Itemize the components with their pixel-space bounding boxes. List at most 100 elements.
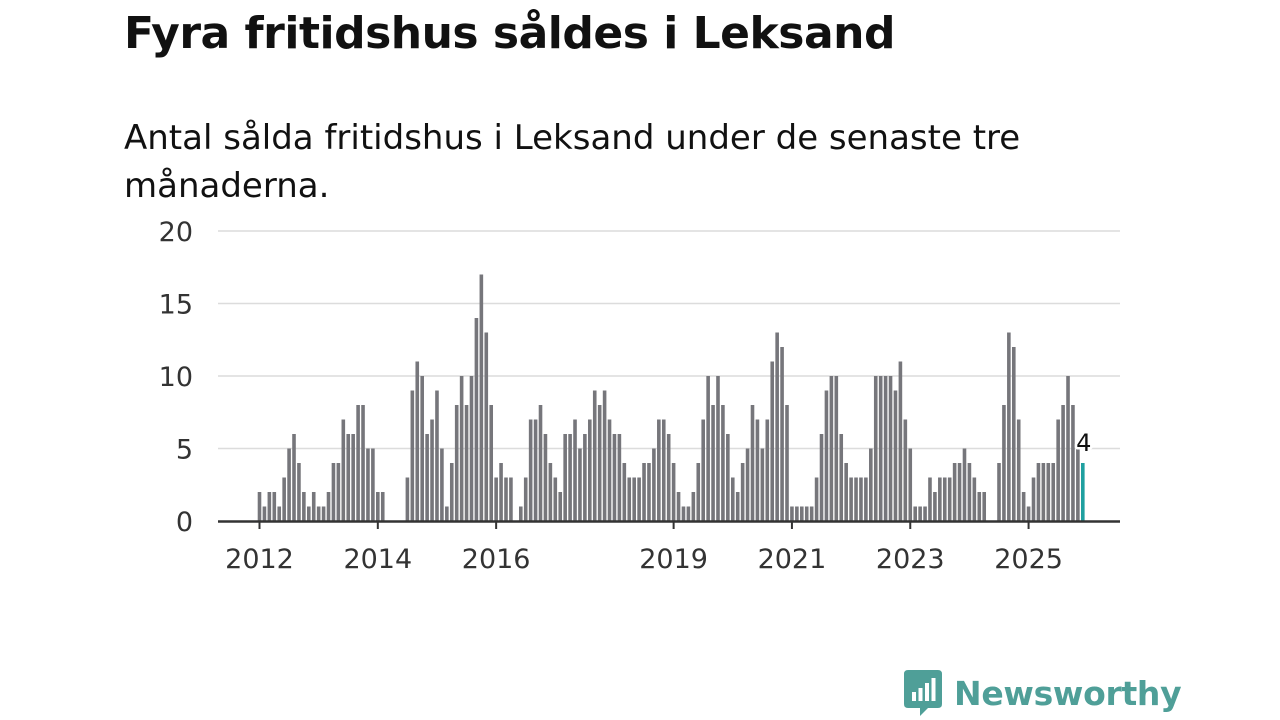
x-tick-label-2019: 2019 — [639, 544, 708, 575]
bars — [257, 274, 1085, 521]
bar — [819, 434, 824, 521]
bar — [326, 492, 331, 521]
bar — [839, 434, 844, 521]
bar — [592, 390, 597, 521]
bar — [760, 448, 765, 521]
bar — [657, 419, 661, 521]
bar — [938, 477, 942, 521]
bar — [928, 477, 932, 521]
y-tick-label-5: 5 — [176, 435, 193, 466]
bar — [942, 477, 947, 521]
bar — [750, 405, 755, 521]
bar — [287, 448, 291, 521]
bar — [366, 448, 370, 521]
bar — [844, 463, 848, 521]
bar — [518, 506, 523, 521]
bar — [933, 492, 937, 521]
bar — [356, 405, 360, 521]
bar — [1036, 463, 1041, 521]
y-tick-label-15: 15 — [159, 290, 193, 321]
bar — [272, 492, 277, 521]
y-axis-labels: 0 5 10 15 20 — [159, 217, 193, 538]
bar — [883, 376, 888, 521]
bar — [435, 390, 439, 521]
x-tick-label-2025: 2025 — [994, 544, 1063, 575]
bar — [588, 419, 592, 521]
bar — [622, 463, 627, 521]
bar — [1041, 463, 1046, 521]
x-tick-label-2012: 2012 — [225, 544, 294, 575]
bar — [1076, 448, 1080, 521]
bar — [1021, 492, 1026, 521]
bar — [770, 361, 775, 521]
bar — [1007, 332, 1011, 521]
bar — [706, 376, 710, 521]
bar — [918, 506, 922, 521]
bar — [563, 434, 567, 521]
bar — [849, 477, 853, 521]
bar — [637, 477, 641, 521]
bar — [1056, 419, 1060, 521]
bar — [972, 477, 977, 521]
bar — [829, 376, 834, 521]
bar — [804, 506, 809, 521]
bar — [962, 448, 967, 521]
newsworthy-logo-icon — [904, 670, 942, 716]
bar — [321, 506, 326, 521]
bar — [676, 492, 681, 521]
bar — [686, 506, 691, 521]
bar — [1071, 405, 1075, 521]
bar — [755, 419, 760, 521]
bar — [405, 477, 410, 521]
bar — [735, 492, 740, 521]
bar — [696, 463, 701, 521]
bar — [947, 477, 952, 521]
bar — [716, 376, 720, 521]
bar — [1061, 405, 1065, 521]
bar — [558, 492, 563, 521]
bar — [903, 419, 908, 521]
bar — [538, 405, 543, 521]
bar — [893, 390, 898, 521]
bar — [873, 376, 878, 521]
bar — [548, 463, 553, 521]
bar — [854, 477, 858, 521]
bar — [642, 463, 646, 521]
y-tick-label-10: 10 — [159, 362, 193, 393]
bar — [632, 477, 636, 521]
bar — [262, 506, 267, 521]
bar — [913, 506, 917, 521]
bar — [977, 492, 982, 521]
bar — [568, 434, 572, 521]
chart-title: Fyra fritidshus såldes i Leksand — [124, 8, 895, 59]
bar — [528, 419, 533, 521]
bar — [701, 419, 705, 521]
bar — [785, 405, 789, 521]
bar — [430, 419, 434, 521]
bar — [745, 448, 750, 521]
annotations: 4 — [1074, 427, 1094, 460]
bar — [1016, 419, 1021, 521]
bar — [661, 419, 666, 521]
x-axis: 2012 2014 2016 2019 2021 2023 2025 — [218, 520, 1120, 575]
bar — [1031, 477, 1036, 521]
bar — [790, 506, 794, 521]
bar — [814, 477, 819, 521]
bar — [351, 434, 355, 521]
bar — [410, 390, 415, 521]
bar-highlight — [1081, 463, 1085, 521]
bar — [864, 477, 868, 521]
bar — [1046, 463, 1051, 521]
y-tick-label-0: 0 — [176, 507, 193, 538]
bar — [578, 448, 582, 521]
bar — [834, 376, 839, 521]
bar — [666, 434, 671, 521]
bar — [307, 506, 311, 521]
bar — [1026, 506, 1031, 521]
newsworthy-logo-text: Newsworthy — [954, 673, 1182, 713]
y-tick-label-20: 20 — [159, 217, 193, 248]
bar — [277, 506, 282, 521]
bar — [553, 477, 558, 521]
bar — [361, 405, 365, 521]
bar — [957, 463, 962, 521]
